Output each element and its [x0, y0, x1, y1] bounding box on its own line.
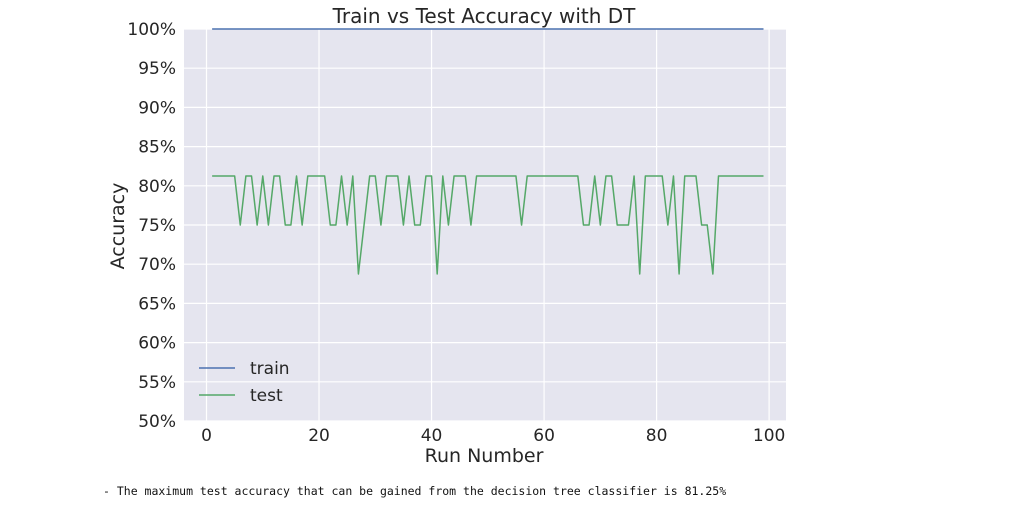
x-tick-label: 20 — [308, 426, 330, 446]
y-axis-label: Accuracy — [107, 183, 129, 270]
series-layer — [212, 28, 764, 275]
x-tick-label: 100 — [753, 426, 785, 446]
x-axis-ticks: 0 20 40 60 80 100 — [201, 426, 785, 446]
y-tick-label: 85% — [138, 138, 176, 158]
legend-label-train: train — [250, 359, 290, 379]
y-tick-label: 100% — [127, 20, 176, 40]
legend-label-test: test — [250, 386, 283, 406]
accuracy-chart: Train vs Test Accuracy with DT 50% 55% 60%… — [107, 4, 786, 467]
y-tick-label: 65% — [138, 294, 176, 314]
y-tick-label: 90% — [138, 98, 176, 118]
x-tick-label: 60 — [533, 426, 555, 446]
y-tick-label: 95% — [138, 59, 176, 79]
y-tick-label: 55% — [138, 373, 176, 393]
y-tick-label: 80% — [138, 177, 176, 197]
y-tick-label: 50% — [138, 412, 176, 432]
x-tick-label: 40 — [421, 426, 443, 446]
y-tick-label: 60% — [138, 334, 176, 354]
legend: train test — [199, 359, 290, 406]
x-tick-label: 0 — [201, 426, 212, 446]
y-tick-label: 70% — [138, 255, 176, 275]
x-tick-label: 80 — [646, 426, 668, 446]
max-accuracy-note: - The maximum test accuracy that can be … — [103, 484, 727, 498]
y-tick-label: 75% — [138, 216, 176, 236]
chart-title: Train vs Test Accuracy with DT — [332, 4, 637, 28]
x-axis-label: Run Number — [425, 445, 544, 467]
series-line-test — [212, 175, 764, 275]
y-axis-ticks: 50% 55% 60% 65% 70% 75% 80% 85% 90% 95% 100% — [127, 20, 176, 432]
